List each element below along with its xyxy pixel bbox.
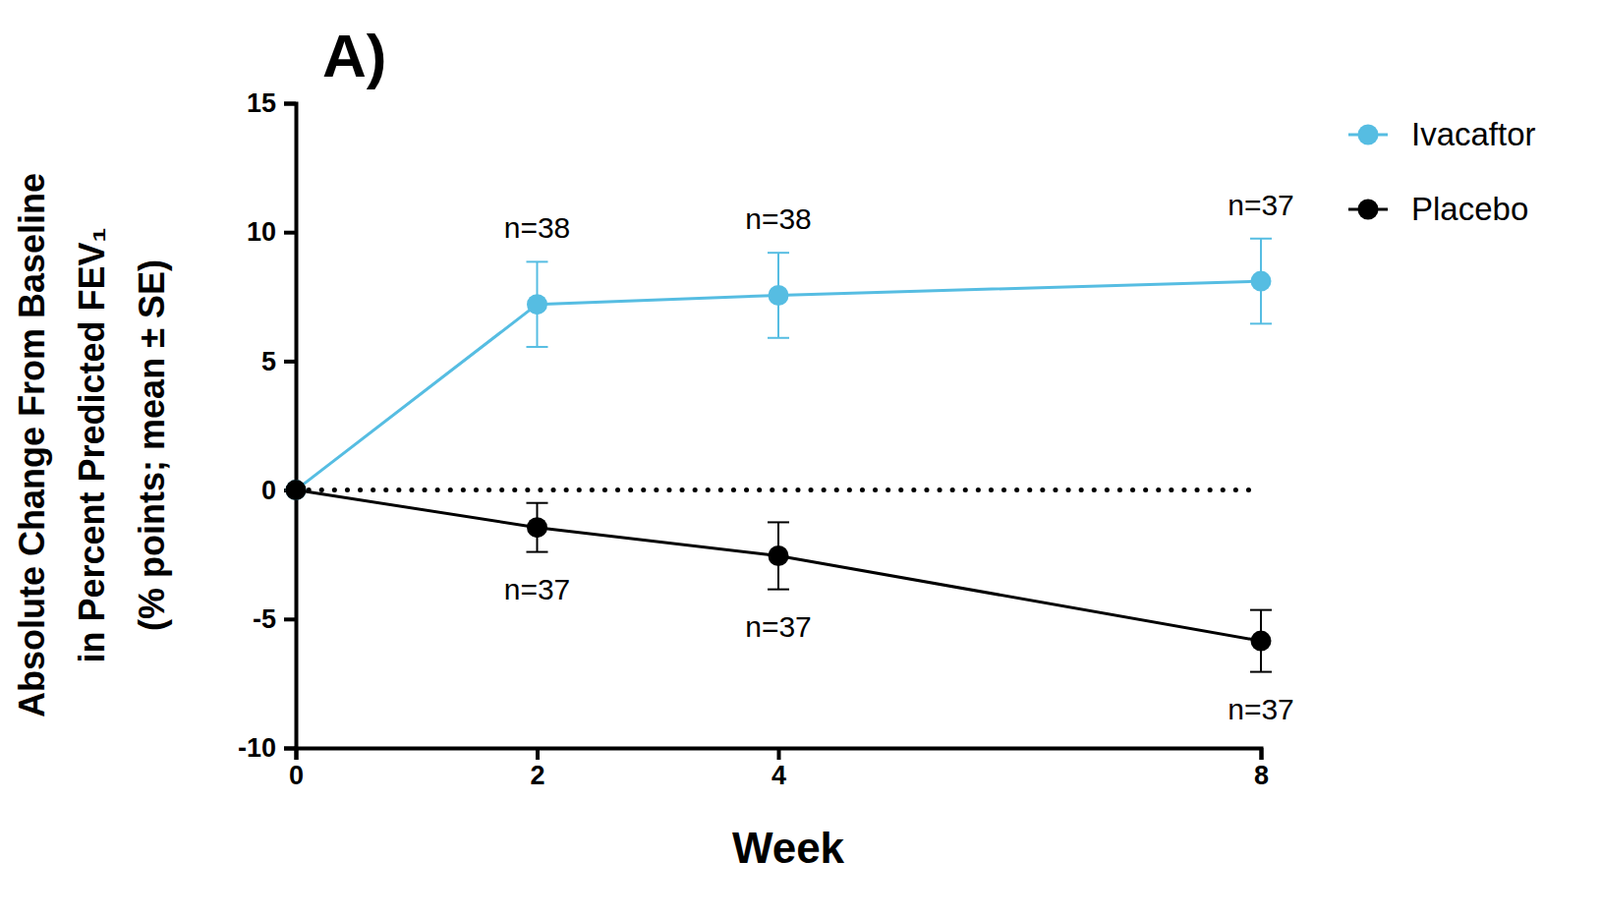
error-bar	[767, 252, 790, 339]
n-label: n=37	[1227, 188, 1295, 222]
x-tick: 4	[771, 747, 787, 791]
x-axis: 0 2 4 8	[288, 747, 1269, 791]
error-bar	[526, 503, 549, 553]
annotations: n=38 n=38 n=37 n=37 n=37 n=37	[504, 188, 1295, 726]
series-point	[526, 516, 548, 538]
error-bar	[1250, 610, 1272, 673]
y-tick-label: 15	[246, 88, 277, 118]
y-tick-mark	[284, 359, 296, 364]
error-bar-cap	[767, 251, 790, 254]
reference-line	[295, 487, 1261, 493]
error-bar	[767, 521, 790, 589]
x-tick-mark	[777, 747, 782, 760]
n-label: n=38	[744, 202, 812, 235]
error-bar-cap	[526, 551, 549, 554]
series	[285, 479, 1273, 672]
legend-swatch	[1358, 199, 1379, 221]
x-tick-mark	[294, 747, 299, 760]
chart: A) Absolute Change From Baseline in Percen…	[0, 0, 1600, 917]
error-bar-cap	[526, 345, 549, 348]
legend: Ivacaftor Placebo	[1348, 115, 1537, 228]
error-bar-cap	[1250, 671, 1272, 674]
x-tick-label: 0	[288, 760, 304, 791]
y-tick: -5	[252, 604, 296, 634]
error-bar-cap	[526, 502, 549, 505]
series	[285, 238, 1273, 501]
legend-item: Placebo	[1348, 190, 1529, 228]
error-bar-cap	[526, 260, 549, 263]
y-tick-mark	[284, 617, 296, 622]
y-tick-label: 0	[261, 475, 277, 506]
legend-label: Placebo	[1411, 190, 1529, 228]
legend-label: Ivacaftor	[1411, 115, 1537, 153]
n-label: n=37	[1227, 692, 1295, 726]
x-tick-label: 4	[771, 760, 787, 791]
x-tick: 8	[1254, 747, 1269, 791]
y-tick-label: -5	[252, 604, 277, 634]
y-tick-label: 5	[261, 346, 277, 377]
x-axis-title: Week	[732, 823, 846, 872]
x-tick-mark	[1259, 747, 1264, 760]
y-tick: 10	[246, 217, 296, 247]
error-bar-cap	[1250, 237, 1272, 240]
y-axis-title: in Percent Predicted FEV₁	[71, 227, 113, 663]
series-point	[285, 479, 307, 501]
y-axis-line	[284, 104, 297, 749]
error-bar-cap	[767, 520, 790, 523]
series-point	[768, 545, 790, 567]
series-point	[526, 293, 548, 315]
n-label: n=38	[504, 211, 572, 244]
y-tick: 5	[261, 346, 296, 377]
error-bar-cap	[767, 588, 790, 591]
error-bar-cap	[1250, 609, 1272, 612]
error-bar	[526, 261, 549, 347]
error-bar	[1250, 238, 1272, 325]
series-point	[1251, 630, 1272, 652]
y-tick-label: 10	[246, 217, 277, 247]
y-tick-mark	[284, 102, 296, 107]
x-tick-mark	[535, 747, 540, 760]
legend-swatch	[1358, 124, 1379, 146]
series-point	[768, 285, 790, 306]
legend-item: Ivacaftor	[1348, 115, 1537, 153]
series-point	[1251, 271, 1272, 292]
y-tick: -10	[237, 733, 296, 763]
y-axis-title: Absolute Change From Baseline	[11, 172, 53, 718]
n-label: n=37	[504, 572, 572, 606]
y-tick-mark	[284, 230, 296, 235]
x-tick-label: 2	[529, 760, 545, 791]
y-axis-title: (% points; mean ± SE)	[131, 259, 172, 631]
y-tick-mark	[284, 746, 296, 751]
series-point	[285, 479, 307, 501]
x-tick-label: 8	[1254, 760, 1269, 791]
x-tick: 2	[529, 747, 545, 791]
error-bar-cap	[1250, 322, 1272, 325]
y-tick-label: -10	[237, 733, 277, 763]
x-tick: 0	[288, 747, 304, 791]
panel-title: A)	[322, 21, 387, 90]
error-bar-cap	[767, 337, 790, 340]
plot-area	[285, 238, 1273, 673]
y-tick: 15	[246, 88, 296, 118]
y-axis: -10 -5 0 5 10 15	[237, 88, 297, 763]
x-axis-line	[296, 748, 1262, 761]
n-label: n=37	[744, 610, 812, 643]
